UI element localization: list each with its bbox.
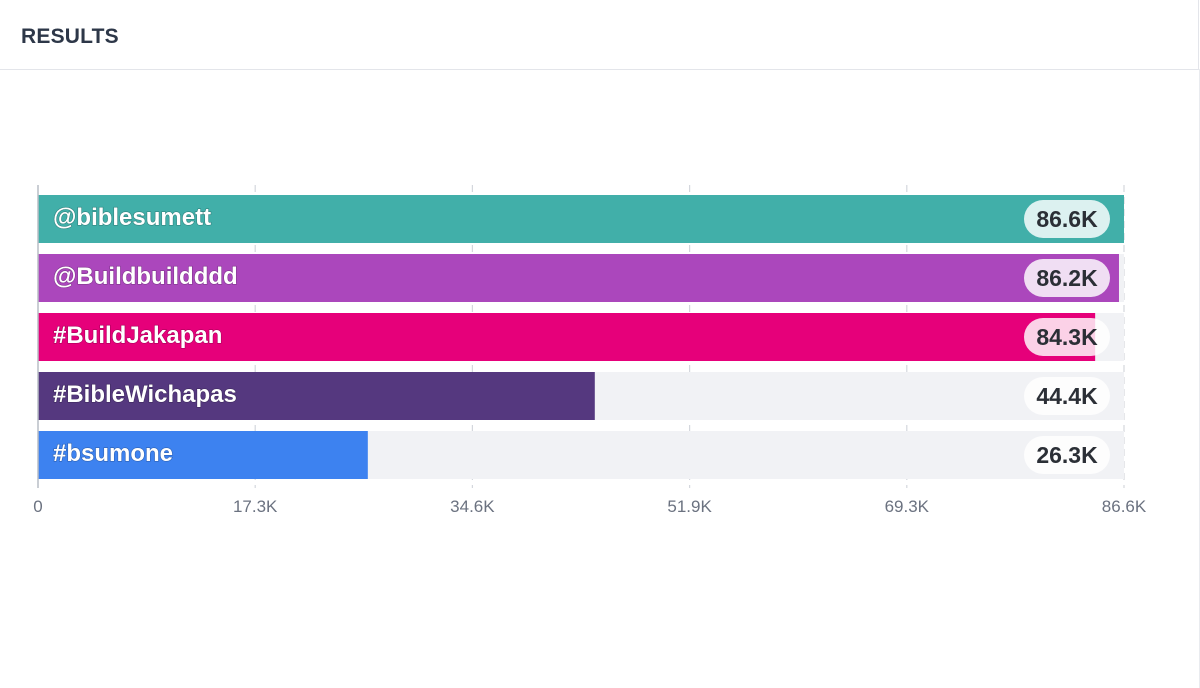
page-title: RESULTS [21, 25, 119, 48]
bar-category-label: #BuildJakapan [53, 322, 222, 349]
bar-value-label: 26.3K [1036, 442, 1098, 468]
x-tick-label: 86.6K [1102, 497, 1147, 516]
bar [38, 254, 1119, 302]
bar-category-label: #BibleWichapas [53, 381, 237, 408]
x-tick-label: 0 [33, 497, 42, 516]
bar [38, 195, 1124, 243]
value-pill [1024, 436, 1110, 474]
bar-category-label: #bsumone [53, 440, 173, 467]
bar-category-label: @Buildbuildddd [53, 263, 238, 290]
bar-value-label: 86.6K [1036, 206, 1098, 232]
x-tick-label: 51.9K [667, 497, 712, 516]
bar-value-label: 86.2K [1036, 265, 1098, 291]
value-pill [1024, 377, 1110, 415]
value-pill [1024, 259, 1110, 297]
bar-value-label: 84.3K [1036, 324, 1098, 350]
bar [38, 313, 1096, 361]
value-pill [1024, 200, 1110, 238]
results-header: RESULTS [0, 0, 1199, 70]
x-tick-label: 34.6K [450, 497, 495, 516]
x-tick-label: 69.3K [885, 497, 930, 516]
x-tick-label: 17.3K [233, 497, 278, 516]
bar-value-label: 44.4K [1036, 383, 1098, 409]
bar [38, 431, 368, 479]
value-pill [1024, 318, 1110, 356]
bar-category-label: @biblesumett [53, 204, 211, 231]
bar [38, 372, 595, 420]
